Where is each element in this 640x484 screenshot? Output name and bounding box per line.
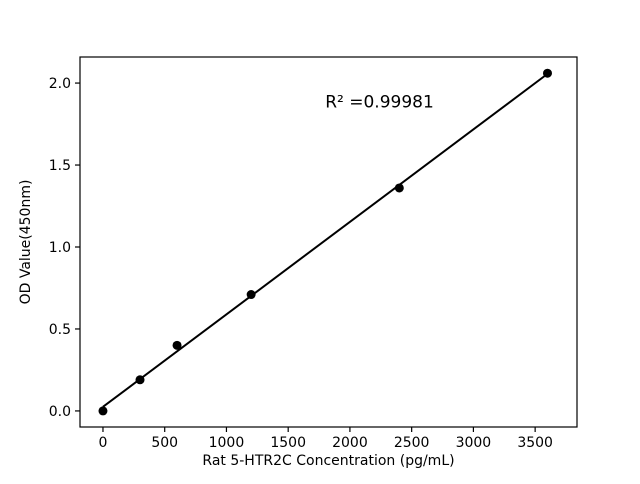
axis-ticks bbox=[75, 82, 536, 432]
x-tick-label: 3000 bbox=[456, 435, 492, 451]
axis-tick-labels: 0 500 1000 1500 2000 2500 3000 3500 0.0 0.5 1.0 1.5… bbox=[49, 76, 553, 451]
x-tick-label: 2500 bbox=[394, 435, 430, 451]
data-point bbox=[246, 290, 256, 300]
y-tick-label: 2.0 bbox=[49, 76, 71, 92]
y-tick-label: 1.0 bbox=[49, 240, 71, 256]
x-tick-label: 1000 bbox=[209, 435, 245, 451]
x-tick-label: 500 bbox=[151, 435, 178, 451]
plot-border bbox=[79, 56, 578, 428]
x-axis-label: Rat 5-HTR2C Concentration (pg/mL) bbox=[202, 453, 454, 469]
data-point bbox=[542, 68, 552, 78]
data-point bbox=[172, 340, 182, 350]
fit-line bbox=[102, 73, 549, 408]
x-tick-label: 0 bbox=[99, 435, 108, 451]
data-series bbox=[98, 68, 552, 416]
data-point bbox=[135, 375, 145, 385]
x-tick-label: 2000 bbox=[332, 435, 368, 451]
data-point bbox=[394, 183, 404, 193]
spines bbox=[79, 56, 578, 428]
y-tick-label: 1.5 bbox=[49, 158, 71, 174]
x-tick-label: 3500 bbox=[517, 435, 553, 451]
y-axis-label: OD Value(450nm) bbox=[18, 180, 34, 305]
y-tick-label: 0.0 bbox=[49, 404, 71, 420]
plot-background bbox=[80, 57, 577, 427]
r-squared-annotation: R² =0.99981 bbox=[325, 93, 434, 113]
x-tick-label: 1500 bbox=[270, 435, 306, 451]
plot-area bbox=[80, 57, 577, 427]
data-point bbox=[98, 406, 108, 416]
y-tick-label: 0.5 bbox=[49, 322, 71, 338]
